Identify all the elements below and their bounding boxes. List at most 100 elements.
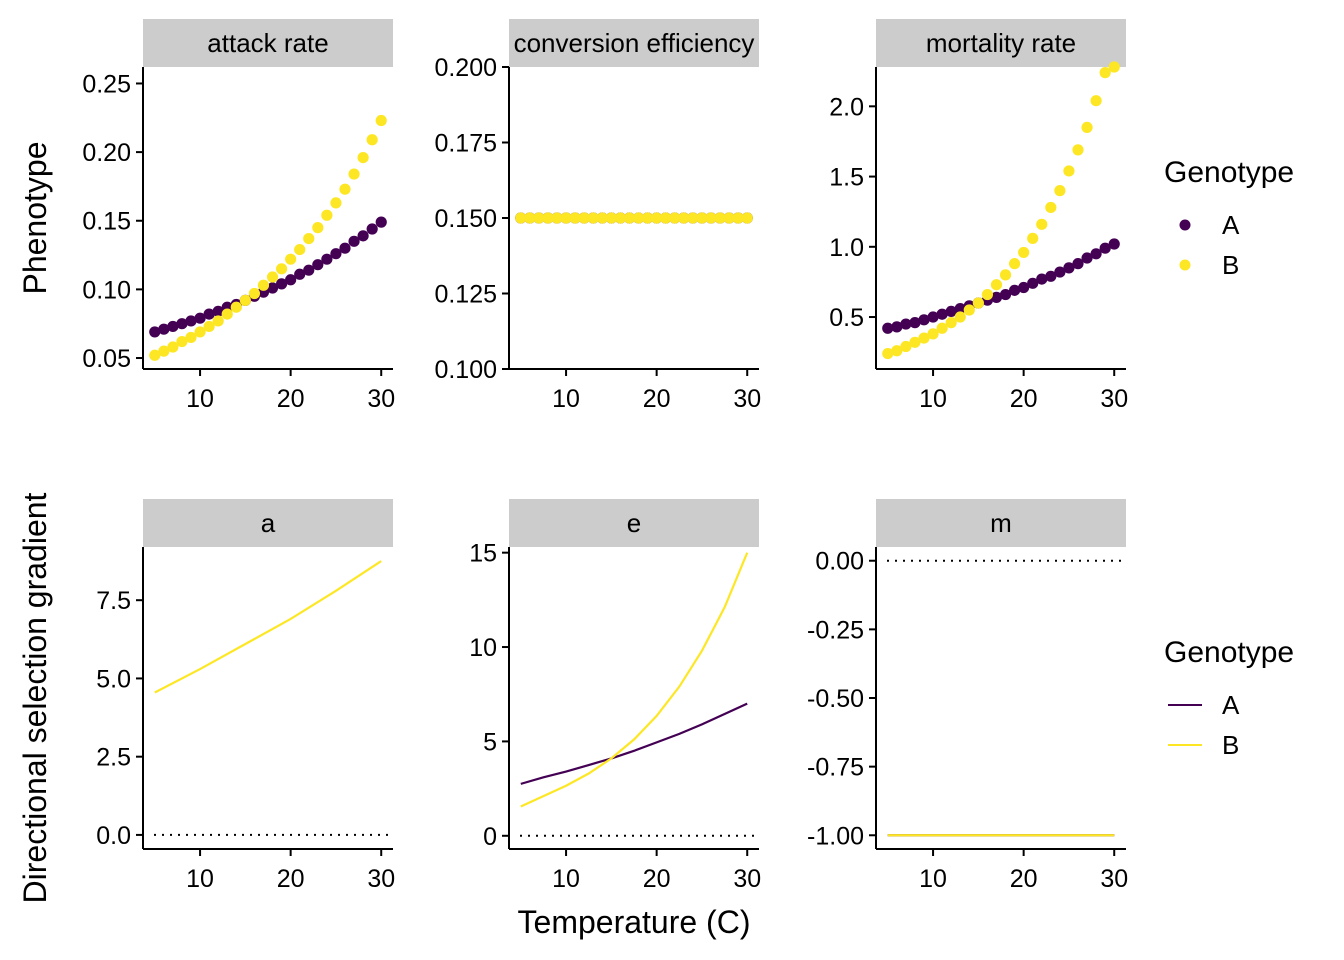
point-b bbox=[963, 304, 975, 316]
point-a bbox=[303, 264, 315, 276]
point-a bbox=[1099, 242, 1111, 254]
point-a bbox=[266, 282, 279, 294]
y-tick-label: 7.5 bbox=[96, 587, 131, 615]
facet-mortality-rate: mortality rate 10 20 30 0.5 1.0 1.5 2.0 bbox=[829, 19, 1128, 413]
x-tick-label: 20 bbox=[277, 385, 305, 413]
point-b bbox=[1063, 165, 1075, 177]
point-b bbox=[623, 212, 636, 224]
point-b bbox=[1054, 185, 1066, 197]
point-b bbox=[641, 212, 654, 224]
y-tick-label: 0.0 bbox=[96, 822, 131, 850]
point-b bbox=[158, 345, 170, 357]
x-tick-label: 30 bbox=[1100, 385, 1128, 413]
x-tick-label: 20 bbox=[277, 865, 305, 893]
x-tick-label: 20 bbox=[643, 865, 671, 893]
series-line-b bbox=[520, 552, 749, 808]
y-tick-label: -0.25 bbox=[807, 616, 864, 644]
point-b bbox=[587, 212, 599, 224]
point-b bbox=[515, 212, 527, 224]
point-a bbox=[212, 305, 224, 317]
x-tick-label: 30 bbox=[733, 865, 761, 893]
facet-strip-label: mortality rate bbox=[926, 28, 1076, 58]
point-b bbox=[285, 253, 297, 265]
point-a bbox=[185, 315, 197, 327]
point-b bbox=[714, 212, 726, 224]
y-tick-label: -0.75 bbox=[807, 754, 864, 782]
point-b bbox=[533, 212, 545, 224]
x-tick-label: 10 bbox=[186, 385, 214, 413]
point-a bbox=[194, 312, 206, 324]
y-tick-label: 0.125 bbox=[434, 281, 497, 309]
facet-m: m 10 20 30 -1.00 -0.75 -0.50 -0.25 0.00 bbox=[807, 499, 1128, 893]
point-b bbox=[1018, 246, 1030, 259]
y-tick-label: 0.25 bbox=[82, 70, 131, 98]
point-a bbox=[1018, 281, 1030, 294]
point-b bbox=[330, 197, 342, 209]
facet-strip-label: e bbox=[627, 508, 641, 538]
legend-label-b: B bbox=[1222, 250, 1239, 280]
point-a bbox=[176, 318, 188, 330]
x-tick-label: 30 bbox=[367, 385, 395, 413]
legend-label-b: B bbox=[1222, 730, 1239, 760]
point-a bbox=[321, 253, 333, 265]
point-b bbox=[1081, 121, 1093, 133]
point-b bbox=[1090, 95, 1102, 107]
y-tick-label: 1.5 bbox=[829, 164, 864, 192]
point-b bbox=[705, 212, 717, 224]
point-b bbox=[1099, 67, 1111, 79]
point-b bbox=[239, 294, 251, 306]
point-b bbox=[357, 152, 369, 164]
facet-strip-label: a bbox=[261, 508, 276, 538]
legend-key-b bbox=[1179, 259, 1191, 271]
point-b bbox=[569, 212, 581, 224]
point-b bbox=[203, 320, 215, 333]
facet-strip bbox=[876, 499, 1126, 547]
point-a bbox=[927, 311, 939, 323]
y-tick-label: 0.175 bbox=[434, 130, 497, 158]
point-b bbox=[632, 212, 645, 224]
point-a bbox=[945, 305, 957, 318]
point-b bbox=[981, 288, 994, 301]
point-b bbox=[660, 212, 672, 224]
point-a bbox=[366, 223, 378, 235]
point-b bbox=[257, 279, 270, 291]
y-axis-title-selection-gradient: Directional selection gradient bbox=[17, 492, 53, 903]
point-b bbox=[194, 326, 206, 338]
point-a bbox=[203, 308, 215, 320]
y-tick-label: 1.0 bbox=[829, 234, 864, 262]
point-a bbox=[357, 230, 369, 242]
point-a bbox=[1090, 248, 1102, 260]
point-b bbox=[900, 340, 912, 353]
x-tick-label: 20 bbox=[643, 385, 671, 413]
facet-e: e 10 20 30 0 5 10 15 bbox=[469, 499, 761, 893]
facet-strip-label: attack rate bbox=[207, 28, 328, 58]
point-a bbox=[891, 321, 903, 333]
point-b bbox=[909, 336, 921, 348]
point-b bbox=[614, 212, 627, 224]
y-tick-label: 0.200 bbox=[434, 54, 497, 82]
y-tick-label: 10 bbox=[469, 634, 497, 662]
point-b bbox=[266, 271, 279, 283]
point-a bbox=[918, 314, 930, 326]
y-tick-label: 0.05 bbox=[82, 345, 131, 373]
point-a bbox=[375, 216, 387, 228]
point-a bbox=[1072, 258, 1084, 270]
facet-strip bbox=[509, 499, 759, 547]
point-b bbox=[1036, 218, 1048, 230]
point-a bbox=[275, 278, 288, 290]
point-a bbox=[285, 274, 297, 286]
point-b bbox=[945, 317, 957, 329]
point-b bbox=[167, 341, 179, 353]
point-b bbox=[312, 222, 324, 234]
point-b bbox=[221, 308, 233, 320]
point-b bbox=[605, 212, 617, 224]
facet-strip bbox=[509, 19, 759, 67]
point-a bbox=[312, 259, 324, 271]
point-b bbox=[176, 335, 188, 348]
y-tick-label: 5 bbox=[483, 728, 497, 756]
facet-conversion-efficiency: conversion efficiency 10 20 30 0.100 0.125 0… bbox=[434, 19, 761, 413]
point-a bbox=[990, 291, 1003, 303]
y-tick-label: 0.5 bbox=[829, 304, 864, 332]
point-b bbox=[696, 212, 708, 224]
